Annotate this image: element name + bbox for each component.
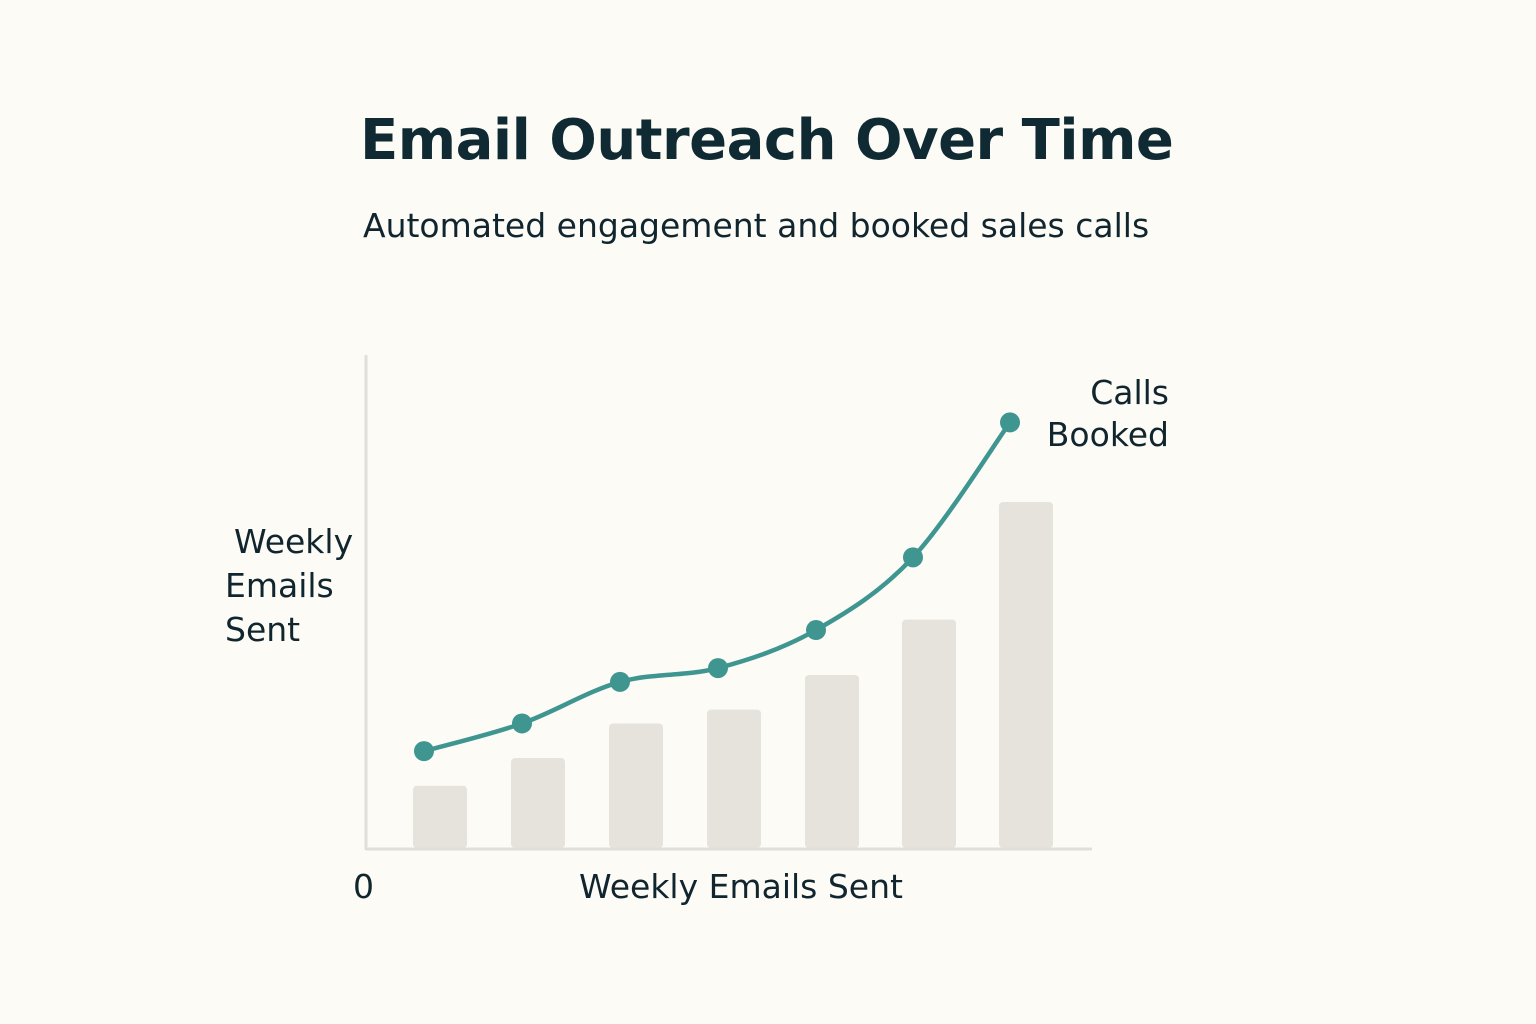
y-axis-label-line-2: Emails	[225, 566, 334, 605]
calls-booked-point-1	[414, 741, 434, 762]
calls-booked-point-7	[1000, 412, 1020, 433]
calls-booked-point-5	[806, 620, 826, 641]
origin-tick-label: 0	[353, 867, 374, 906]
chart-subtitle: Automated engagement and booked sales ca…	[363, 206, 1150, 245]
calls-booked-point-6	[903, 547, 923, 568]
calls-booked-series	[414, 412, 1020, 762]
bar-series	[413, 502, 1053, 848]
series-label-calls: Calls	[1090, 373, 1169, 412]
x-axis-label: Weekly Emails Sent	[579, 867, 903, 906]
bar-1	[413, 785, 467, 848]
bar-7	[999, 502, 1053, 848]
bar-4	[707, 709, 761, 848]
bar-6	[902, 619, 956, 848]
y-axis-label-line-1: Weekly	[234, 522, 353, 561]
bar-2	[511, 758, 565, 848]
y-axis-label-line-3: Sent	[225, 610, 300, 649]
series-label-booked: Booked	[1047, 415, 1169, 454]
calls-booked-point-4	[708, 658, 728, 679]
bar-5	[805, 675, 859, 848]
calls-booked-point-3	[610, 671, 630, 692]
chart-title: Email Outreach Over Time	[360, 108, 1174, 173]
bar-3	[609, 723, 663, 848]
calls-booked-point-2	[512, 713, 532, 734]
